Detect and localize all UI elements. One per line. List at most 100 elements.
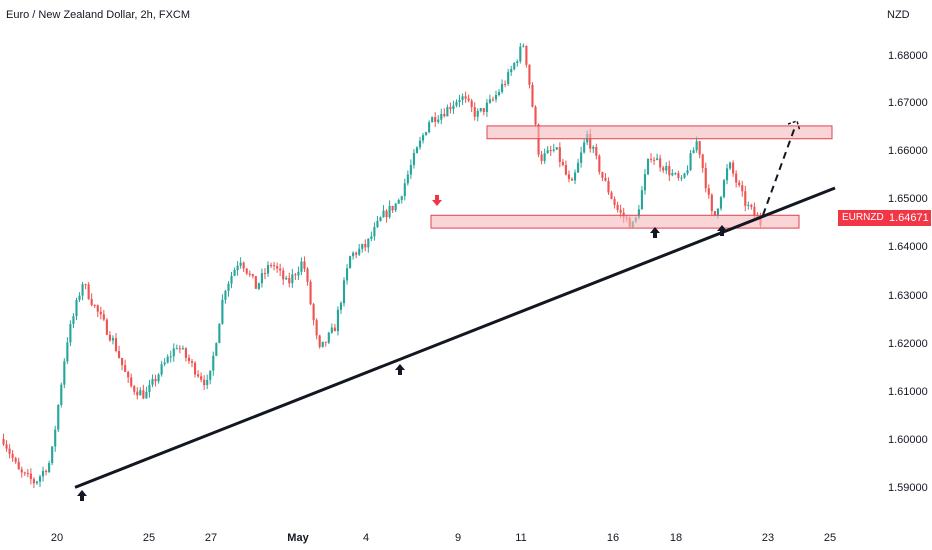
candle-body bbox=[266, 265, 270, 274]
candle-body bbox=[443, 113, 446, 117]
candle-body bbox=[510, 69, 513, 73]
candle-body bbox=[470, 100, 473, 108]
candle-body bbox=[358, 248, 361, 255]
candle-body bbox=[504, 83, 507, 85]
candle-body bbox=[324, 341, 327, 343]
candle-body bbox=[154, 378, 157, 382]
candle-body bbox=[497, 91, 501, 96]
candle-body bbox=[276, 266, 279, 269]
chart-title: Euro / New Zealand Dollar, 2h, FXCM bbox=[6, 9, 191, 21]
candle-body bbox=[273, 265, 276, 267]
candle-body bbox=[707, 188, 710, 195]
candle-body bbox=[592, 146, 595, 149]
candle-body bbox=[741, 185, 744, 192]
candle-body bbox=[604, 177, 607, 181]
candle-body bbox=[376, 220, 379, 227]
candle-body bbox=[142, 390, 145, 399]
candle-body bbox=[297, 271, 300, 276]
x-tick-label: May bbox=[287, 532, 309, 544]
candle-body bbox=[710, 194, 713, 212]
candle-body bbox=[93, 305, 96, 307]
candle-body bbox=[555, 147, 558, 150]
candle-body bbox=[51, 446, 54, 464]
candle-body bbox=[610, 192, 613, 199]
candle-body bbox=[543, 153, 546, 161]
candle-body bbox=[8, 448, 11, 454]
currency-label: NZD bbox=[887, 9, 910, 21]
candle-body bbox=[230, 275, 233, 284]
candle-body bbox=[491, 99, 495, 101]
symbol-tag: EURNZD bbox=[838, 210, 888, 226]
candle-body bbox=[583, 142, 586, 153]
candle-body bbox=[719, 197, 723, 209]
candle-body bbox=[494, 95, 498, 100]
candle-body bbox=[659, 158, 662, 168]
candle-body bbox=[519, 46, 522, 62]
candle-body bbox=[336, 309, 339, 332]
candle-body bbox=[294, 274, 297, 276]
candle-body bbox=[48, 463, 51, 473]
candle-body bbox=[38, 476, 42, 482]
candle-body bbox=[75, 299, 78, 317]
candle-body bbox=[616, 204, 619, 210]
candle-body bbox=[537, 124, 540, 155]
candle-body bbox=[193, 362, 197, 375]
candle-body bbox=[345, 268, 349, 281]
candle-body bbox=[446, 106, 449, 117]
candle-body bbox=[549, 150, 552, 152]
candle-body bbox=[20, 469, 23, 473]
candle-body bbox=[181, 348, 184, 350]
candle-body bbox=[361, 243, 364, 249]
candle-body bbox=[81, 284, 84, 296]
candle-body bbox=[160, 364, 163, 375]
last-price-tag[interactable]: 1.64671 bbox=[885, 210, 931, 226]
candle-body bbox=[649, 158, 653, 160]
x-tick-label: 16 bbox=[606, 532, 620, 544]
candle-body bbox=[704, 167, 707, 189]
candle-body bbox=[330, 327, 333, 333]
candle-body bbox=[701, 154, 704, 168]
candle-body bbox=[397, 199, 400, 204]
y-tick-label: 1.61000 bbox=[888, 386, 928, 398]
candle-body bbox=[124, 365, 127, 372]
candle-body bbox=[139, 390, 142, 396]
trendline bbox=[74, 186, 836, 489]
candle-body bbox=[54, 429, 57, 447]
candle-body bbox=[613, 198, 616, 205]
candle-body bbox=[163, 362, 166, 365]
candle-body bbox=[400, 196, 403, 200]
candle-body bbox=[385, 210, 388, 218]
candle-body bbox=[598, 155, 601, 173]
candle-body bbox=[589, 133, 592, 149]
candle-body bbox=[342, 280, 346, 304]
candle-body bbox=[418, 140, 422, 148]
candle-body bbox=[333, 327, 336, 332]
candle-body bbox=[525, 45, 528, 65]
candle-body bbox=[367, 238, 370, 248]
candle-body bbox=[190, 361, 194, 363]
candle-body bbox=[382, 210, 385, 218]
candle-body bbox=[686, 170, 689, 174]
candle-body bbox=[577, 162, 580, 173]
candle-body bbox=[303, 261, 306, 269]
candle-body bbox=[312, 304, 315, 321]
candle-body bbox=[671, 173, 674, 176]
price-zone bbox=[486, 125, 833, 140]
candle-body bbox=[288, 277, 291, 284]
candle-body bbox=[513, 62, 516, 70]
candle-body bbox=[467, 98, 470, 101]
candle-body bbox=[187, 357, 191, 362]
candle-body bbox=[23, 472, 26, 474]
candle-body bbox=[157, 374, 160, 382]
candle-body bbox=[87, 284, 90, 300]
candle-body bbox=[69, 324, 72, 343]
candle-body bbox=[215, 343, 218, 356]
candle-body bbox=[619, 209, 622, 213]
candle-body bbox=[640, 190, 643, 210]
x-tick-label: 18 bbox=[669, 532, 683, 544]
candle-body bbox=[729, 162, 732, 169]
candle-body bbox=[747, 204, 750, 206]
candle-body bbox=[482, 108, 485, 113]
candle-body bbox=[653, 159, 656, 161]
